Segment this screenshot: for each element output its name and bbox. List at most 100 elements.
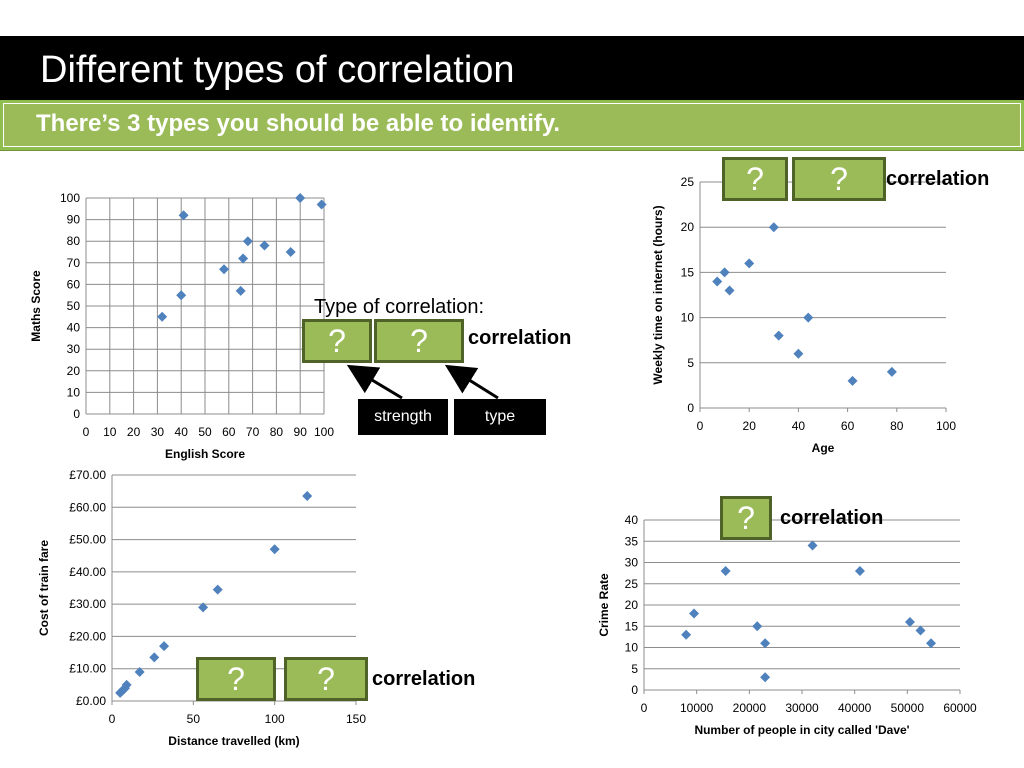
x-axis-title: English Score: [165, 447, 245, 461]
y-tick-label: 5: [687, 356, 694, 370]
scatter-point: [803, 312, 814, 323]
subtitle-bar: There’s 3 types you should be able to id…: [0, 100, 1024, 151]
x-tick-label: 80: [270, 425, 284, 439]
scatter-point: [854, 566, 865, 576]
chart-age-internet: 0 5 10 15 20 25 0 20 40 60 80 100 Age Weekly time on …: [651, 175, 956, 455]
scatter-point: [235, 285, 246, 296]
y-tick-label: £70.00: [69, 468, 106, 482]
x-tick-label: 40000: [838, 701, 872, 715]
scatter-point: [760, 672, 771, 683]
correlation-word-middle: correlation: [468, 327, 572, 349]
scatter-point: [134, 666, 145, 677]
scatter-point: [242, 236, 253, 247]
y-tick-label: 25: [681, 175, 695, 189]
x-tick-label: 0: [109, 712, 116, 726]
chart2-type-question-box: ?: [792, 157, 886, 201]
x-axis-title: Age: [812, 441, 835, 455]
y-tick-label: £30.00: [69, 597, 106, 611]
x-tick-label: 0: [83, 425, 90, 439]
x-tick-label: 80: [890, 419, 904, 433]
scatter-point: [768, 222, 779, 233]
scatter-point: [915, 625, 926, 636]
x-tick-label: 100: [936, 419, 956, 433]
scatter-point: [807, 540, 818, 551]
scatter-point: [159, 641, 170, 652]
scatter-point: [198, 602, 209, 613]
x-tick-label: 10: [103, 425, 117, 439]
y-tick-label: 90: [67, 213, 81, 227]
y-tick-label: 40: [67, 321, 81, 335]
x-tick-label: 60: [841, 419, 855, 433]
scatter-point: [720, 566, 731, 576]
x-tick-label: 90: [294, 425, 308, 439]
scatter-point: [719, 267, 730, 278]
x-tick-label: 70: [246, 425, 260, 439]
x-tick-label: 0: [641, 701, 648, 715]
scatter-point: [269, 544, 280, 555]
correlation-word-top-right: correlation: [886, 168, 990, 190]
x-tick-label: 20: [743, 419, 757, 433]
scatter-point: [681, 629, 692, 640]
correlation-word-bottom-right: correlation: [780, 507, 884, 529]
y-tick-label: 25: [625, 577, 639, 591]
x-tick-label: 150: [346, 712, 366, 726]
y-axis-title: Weekly time on internet (hours): [651, 205, 665, 384]
scatter-point: [752, 621, 763, 632]
y-tick-label: £0.00: [76, 694, 106, 708]
y-tick-label: 10: [625, 641, 639, 655]
slide-subtitle: There’s 3 types you should be able to id…: [36, 110, 561, 137]
x-tick-label: 20000: [733, 701, 767, 715]
y-tick-label: 5: [631, 662, 638, 676]
y-tick-label: 0: [73, 407, 80, 421]
y-tick-label: 35: [625, 534, 639, 548]
type-label-box: type: [454, 399, 546, 435]
arrow-to-strength: [346, 364, 403, 400]
scatter-point: [149, 652, 160, 663]
y-tick-label: 15: [681, 265, 695, 279]
y-tick-label: 10: [67, 385, 81, 399]
chart-english-maths: 0 10 20 30 40 50 60 70 80 90 100 0 10 20 30 40 50 60 70 80 9…: [29, 191, 334, 461]
x-axis-title: Number of people in city called 'Dave': [694, 723, 909, 737]
y-tick-label: 30: [625, 556, 639, 570]
x-tick-label: 40: [792, 419, 806, 433]
type-question-box: ?: [374, 319, 464, 363]
scatter-point: [689, 608, 700, 619]
chart-dave-crime: 0 5 10 15 20 25 30 35 40 0 10000 20000 30000 40000 500…: [597, 513, 977, 737]
scatter-point: [744, 258, 755, 269]
correlation-word-bottom-left: correlation: [372, 668, 476, 690]
x-tick-label: 60000: [943, 701, 977, 715]
y-tick-label: £50.00: [69, 533, 106, 547]
x-tick-label: 30000: [785, 701, 819, 715]
y-tick-label: 20: [625, 598, 639, 612]
y-tick-label: 20: [67, 364, 81, 378]
annotation-arrows: [346, 364, 499, 400]
x-tick-label: 50: [187, 712, 201, 726]
scatter-point: [847, 375, 858, 386]
y-tick-label: £60.00: [69, 500, 106, 514]
y-axis-title: Crime Rate: [597, 573, 611, 637]
chart-distance-fare: £0.00 £10.00 £20.00 £30.00 £40.00 £50.00 £60.0…: [37, 468, 366, 748]
y-tick-label: 100: [60, 191, 80, 205]
y-axis-title: Maths Score: [29, 270, 43, 342]
chart3-type-question-box: ?: [284, 657, 368, 701]
y-axis-title: Cost of train fare: [37, 540, 51, 636]
y-tick-label: 70: [67, 256, 81, 270]
y-tick-label: 60: [67, 277, 81, 291]
scatter-point: [121, 679, 132, 690]
x-tick-label: 100: [314, 425, 334, 439]
x-tick-label: 60: [222, 425, 236, 439]
slide-title: Different types of correlation: [40, 49, 515, 91]
type-of-correlation-label: Type of correlation:: [314, 296, 485, 318]
scatter-point: [760, 638, 771, 649]
scatter-point: [295, 193, 306, 203]
scatter-point: [793, 348, 804, 359]
strength-label-box: strength: [358, 399, 448, 435]
scatter-point: [176, 290, 187, 301]
scatter-point: [285, 247, 296, 257]
scatter-point: [904, 617, 915, 627]
chart4-question-box: ?: [720, 496, 772, 540]
scatter-point: [238, 253, 249, 264]
y-tick-label: £20.00: [69, 629, 106, 643]
scatter-point: [926, 638, 937, 649]
arrow-to-type: [444, 364, 499, 400]
